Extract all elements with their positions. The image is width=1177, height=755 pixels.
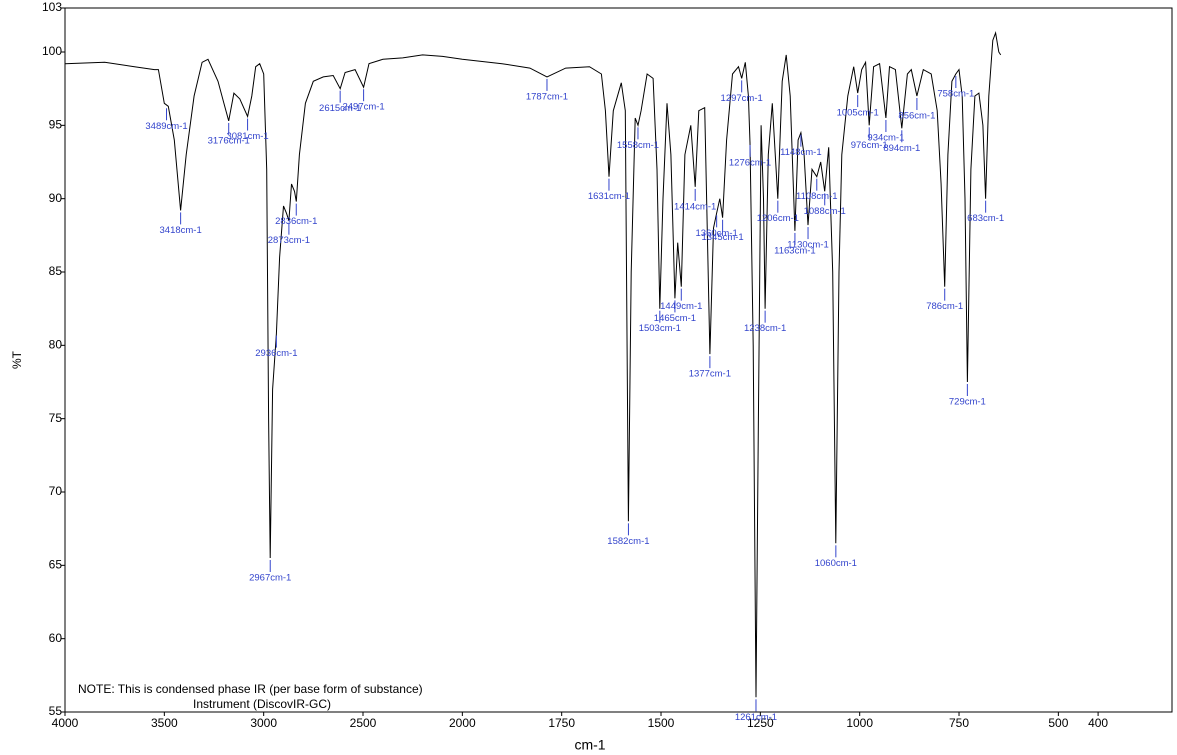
peak-label: 1345cm-1 [701,232,743,243]
peak-label: 1163cm-1 [774,245,816,256]
y-tick-label: 65 [49,558,63,572]
x-tick-label: 2000 [449,716,476,730]
peak-label: 683cm-1 [967,213,1004,224]
x-tick-label: 2500 [350,716,377,730]
peak-label: 3176cm-1 [208,135,250,146]
peak-label: 976cm-1 [851,140,888,151]
x-tick-label: 3000 [250,716,277,730]
y-tick-label: 90 [49,191,63,205]
note: NOTE: This is condensed phase IR (per ba… [78,682,423,696]
x-tick-label: 1250 [747,716,774,730]
y-tick-label: 103 [42,0,62,14]
peak-label: 1108cm-1 [796,191,838,202]
y-tick-label: 55 [49,704,63,718]
peak-label: 1414cm-1 [674,201,716,212]
y-tick-label: 80 [49,338,63,352]
peak-label: 1206cm-1 [757,213,799,224]
x-tick-label: 750 [949,716,969,730]
x-tick-label: 4000 [52,716,79,730]
peak-label: 1465cm-1 [654,313,696,324]
peak-label: 894cm-1 [883,143,920,154]
x-tick-label: 1000 [846,716,873,730]
peak-label: 1088cm-1 [804,206,846,217]
peak-label: 3418cm-1 [160,225,202,236]
peak-label: 1238cm-1 [744,323,786,334]
peak-label: 2497cm-1 [342,102,384,113]
peak-label: 2873cm-1 [268,235,310,246]
peak-label: 2836cm-1 [275,216,317,227]
x-tick-label: 1500 [648,716,675,730]
peak-label: 934cm-1 [867,133,904,144]
y-tick-label: 95 [49,118,63,132]
y-tick-label: 60 [49,631,63,645]
peak-label: 1503cm-1 [639,323,681,334]
x-axis-label: cm-1 [574,737,605,753]
peak-label: 729cm-1 [949,397,986,408]
peak-label: 3489cm-1 [145,121,187,132]
peak-label: 1582cm-1 [607,536,649,547]
y-tick-label: 100 [42,44,62,58]
peak-label: 1787cm-1 [526,91,568,102]
peak-label: 1276cm-1 [729,157,771,168]
peak-label: 1377cm-1 [689,369,731,380]
peak-label: 1005cm-1 [837,108,879,119]
y-tick-label: 85 [49,264,63,278]
y-tick-label: 75 [49,411,63,425]
x-tick-label: 500 [1048,716,1068,730]
peak-label: 1558cm-1 [617,140,659,151]
plot-frame [64,7,1173,713]
peak-label: 2967cm-1 [249,573,291,584]
peak-label: 1060cm-1 [815,558,857,569]
peak-label: 3081cm-1 [226,131,268,142]
peak-label: 1130cm-1 [787,240,829,251]
peak-label: 1449cm-1 [660,301,702,312]
spectrum-line [64,30,1002,698]
y-axis-label: %T [10,350,24,369]
peak-label: 758cm-1 [937,89,974,100]
peak-label: 2615cm-1 [319,103,361,114]
peak-label: 1297cm-1 [721,93,763,104]
peak-label: 1148cm-1 [780,147,822,158]
peak-label: 856cm-1 [898,111,935,122]
peak-label: 786cm-1 [926,301,963,312]
peak-label: 1261cm-1 [735,712,777,723]
note: Instrument (DiscovIR-GC) [193,697,331,711]
peak-label: 1360cm-1 [696,228,738,239]
peak-label: 1631cm-1 [588,191,630,202]
x-tick-label: 1750 [548,716,575,730]
x-tick-label: 400 [1088,716,1108,730]
peak-label: 2936cm-1 [255,348,297,359]
x-tick-label: 3500 [151,716,178,730]
y-tick-label: 70 [49,484,63,498]
